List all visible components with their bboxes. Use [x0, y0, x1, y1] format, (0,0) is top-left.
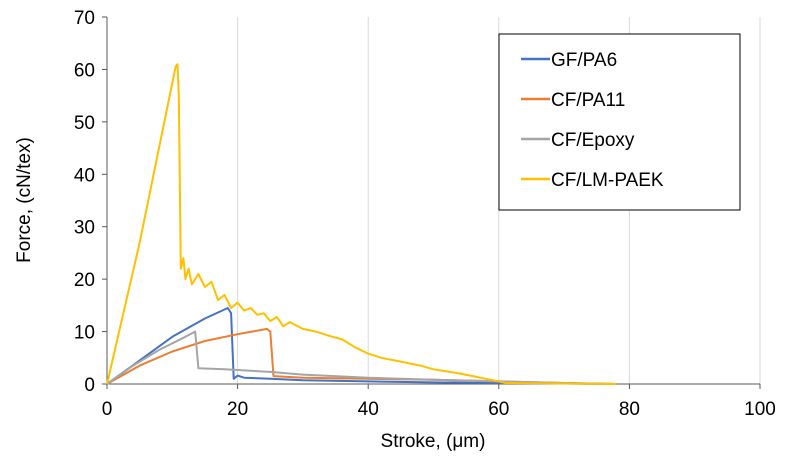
legend-label: CF/LM-PAEK: [551, 170, 664, 191]
x-tick-label: 100: [744, 399, 776, 420]
y-tick-label: 50: [74, 113, 95, 134]
series-line-cf-epoxy: [106, 330, 610, 385]
x-axis-title: Stroke, (μm): [381, 431, 486, 452]
y-axis-title: Force, (cN/tex): [14, 137, 35, 263]
legend-label: CF/Epoxy: [551, 130, 635, 151]
y-tick-label: 60: [74, 60, 95, 81]
legend: GF/PA6 CF/PA11 CF/Epoxy CF/LM-PAEK: [498, 33, 741, 211]
y-tick-label: 30: [74, 218, 95, 239]
x-tick-label: 80: [619, 399, 640, 420]
x-tick-label: 40: [358, 399, 379, 420]
legend-label: GF/PA6: [551, 50, 617, 71]
series-layer: [106, 63, 617, 385]
x-tick-label: 20: [227, 399, 248, 420]
y-tick-labels: 0 10 20 30 40 50 60 70: [74, 8, 95, 396]
axes: [102, 16, 761, 389]
x-tick-label: 60: [488, 399, 509, 420]
series-line-cf-lm-paek: [106, 63, 617, 385]
y-tick-label: 10: [74, 323, 95, 344]
legend-label: CF/PA11: [551, 90, 625, 111]
y-tick-label: 70: [74, 8, 95, 29]
y-tick-label: 0: [84, 375, 95, 396]
y-tick-label: 20: [74, 270, 95, 291]
y-tick-label: 40: [74, 165, 95, 186]
x-tick-labels: 0 20 40 60 80 100: [102, 399, 776, 420]
legend-box: [498, 33, 741, 211]
x-tick-label: 0: [102, 399, 113, 420]
series-line-gf-pa6: [106, 307, 617, 385]
